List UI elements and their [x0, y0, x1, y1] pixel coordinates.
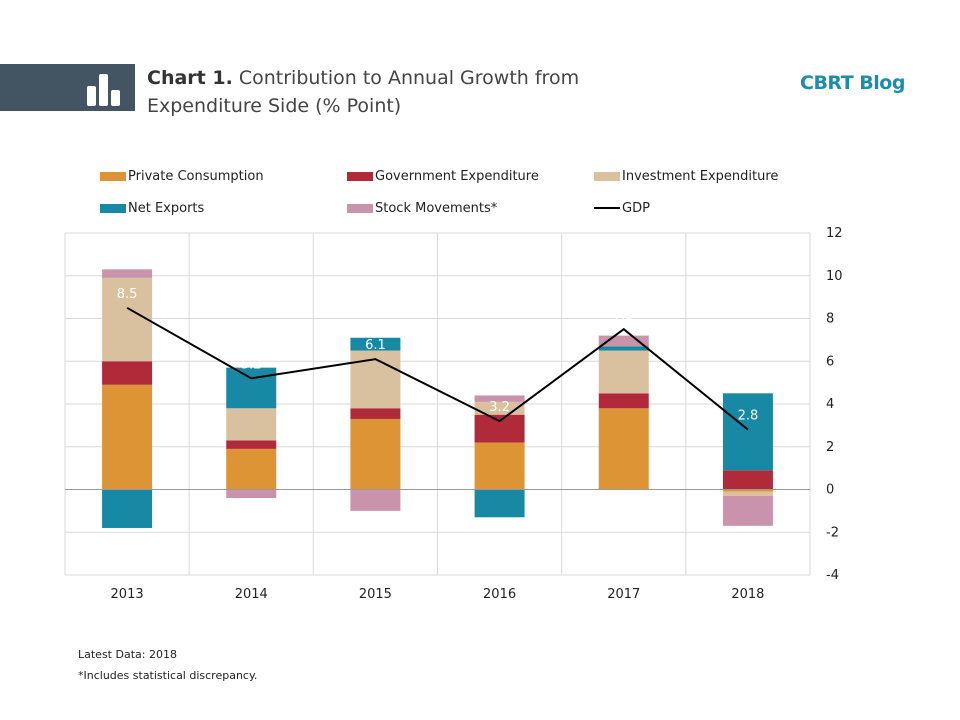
bar-government-expenditure-2015: [350, 408, 401, 419]
bar-net-exports-2016: [474, 489, 525, 518]
legend-swatch: [100, 171, 126, 181]
y-tick-label: -4: [826, 568, 839, 583]
legend-label: Government Expenditure: [375, 168, 539, 184]
bar-chart-icon: [87, 74, 120, 106]
y-tick-label: 10: [826, 269, 843, 284]
bar-net-exports-2014: [226, 367, 277, 409]
bar-stock-movements-2016: [474, 395, 525, 402]
bar-stock-movements-2018: [722, 495, 773, 526]
legend-item: Net Exports: [100, 198, 204, 218]
legend-label: GDP: [622, 200, 650, 216]
footnote-latest-data: Latest Data: 2018: [78, 648, 177, 661]
bar-net-exports-2018: [722, 393, 773, 471]
brand-logo: CBRT Blog: [800, 72, 905, 94]
bar-private-consumption-2018: [722, 489, 773, 492]
bar-government-expenditure-2018: [722, 470, 773, 490]
bar-private-consumption-2017: [598, 408, 649, 490]
bar-investment-expenditure-2013: [102, 277, 153, 362]
legend-swatch: [347, 203, 373, 213]
bar-net-exports-2015: [350, 337, 401, 351]
chart-number: Chart 1.: [147, 67, 233, 89]
legend-item: Stock Movements*: [347, 198, 497, 218]
gdp-data-label: 3.2: [489, 400, 510, 415]
legend-label: Investment Expenditure: [622, 168, 779, 184]
x-tick-label: 2018: [731, 587, 764, 602]
gdp-data-label: 2.8: [738, 409, 759, 424]
gdp-data-label: 5.2: [241, 357, 262, 372]
footnote-discrepancy: *Includes statistical discrepancy.: [78, 669, 258, 682]
bar-government-expenditure-2014: [226, 440, 277, 449]
bar-government-expenditure-2016: [474, 414, 525, 443]
bar-net-exports-2013: [102, 489, 153, 528]
bar-stock-movements-2017: [598, 335, 649, 347]
legend-label: Stock Movements*: [375, 200, 498, 216]
bar-government-expenditure-2013: [102, 361, 153, 385]
y-tick-label: 2: [826, 440, 834, 455]
legend-swatch: [347, 171, 373, 181]
legend-swatch: [100, 203, 126, 213]
gdp-data-label: 6.1: [365, 338, 386, 353]
bar-investment-expenditure-2018: [722, 491, 773, 496]
x-tick-label: 2017: [607, 587, 640, 602]
bar-private-consumption-2014: [226, 448, 277, 490]
legend-swatch: [594, 171, 620, 181]
legend-item: Investment Expenditure: [594, 166, 778, 186]
gdp-data-label: 8.5: [117, 287, 138, 302]
bar-investment-expenditure-2017: [598, 350, 649, 394]
chart-title: Chart 1. Contribution to Annual Growth f…: [147, 64, 667, 120]
bar-private-consumption-2015: [350, 418, 401, 490]
gdp-data-label: 7.5: [613, 308, 634, 323]
bar-stock-movements-2014: [226, 489, 277, 499]
bar-government-expenditure-2017: [598, 393, 649, 409]
x-tick-label: 2015: [359, 587, 392, 602]
x-tick-label: 2013: [111, 587, 144, 602]
y-tick-label: 0: [826, 483, 834, 498]
chart-legend: Private Consumption Government Expenditur…: [100, 166, 820, 222]
x-tick-label: 2016: [483, 587, 516, 602]
bar-stock-movements-2013: [102, 269, 153, 278]
legend-item: Private Consumption: [100, 166, 264, 186]
bar-private-consumption-2013: [102, 384, 153, 490]
y-tick-label: 12: [826, 226, 843, 241]
y-tick-label: 4: [826, 397, 834, 412]
legend-label: Net Exports: [128, 200, 205, 216]
y-tick-label: 8: [826, 312, 834, 327]
x-tick-label: 2014: [235, 587, 268, 602]
bar-net-exports-2017: [598, 346, 649, 351]
legend-item: Government Expenditure: [347, 166, 539, 186]
y-tick-label: -2: [826, 525, 839, 540]
bar-investment-expenditure-2014: [226, 408, 277, 441]
gdp-line: [126, 306, 749, 431]
legend-item: GDP: [594, 198, 650, 218]
legend-swatch: [594, 207, 620, 209]
y-tick-label: 6: [826, 354, 834, 369]
chart-title-text: Contribution to Annual Growth from Expen…: [147, 67, 580, 117]
legend-label: Private Consumption: [128, 168, 264, 184]
bar-private-consumption-2016: [474, 442, 525, 490]
bar-stock-movements-2015: [350, 489, 401, 511]
